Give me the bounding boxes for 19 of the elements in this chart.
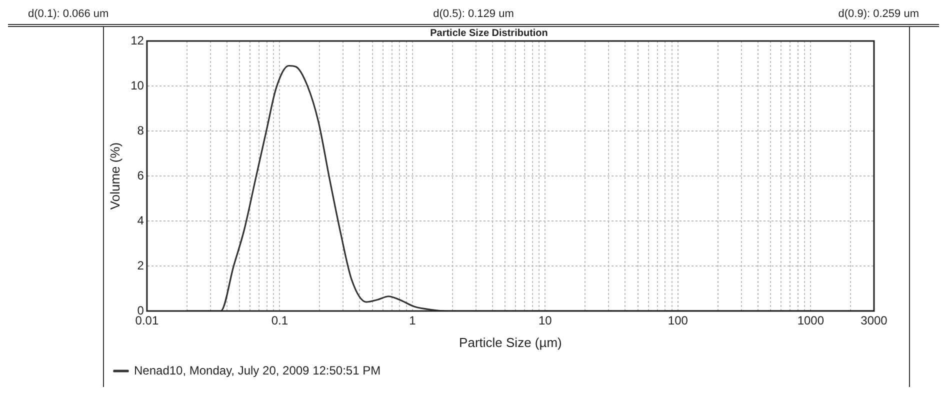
text: d(0.1): 0.066 um bbox=[28, 8, 109, 20]
text: d(0.5): 0.129 um bbox=[433, 8, 514, 20]
chart-title: Particle Size Distribution bbox=[430, 28, 548, 39]
text: d(0.9): 0.259 um bbox=[838, 8, 919, 20]
y-axis-title: Volume (%) bbox=[107, 142, 122, 210]
y-tick-label: 2 bbox=[137, 258, 144, 272]
x-tick-label: 0.1 bbox=[271, 314, 288, 328]
y-tick-label: 10 bbox=[130, 78, 144, 92]
y-tick-label: 6 bbox=[137, 168, 144, 182]
x-tick-label: 100 bbox=[668, 314, 688, 328]
y-tick-label: 12 bbox=[130, 33, 144, 48]
x-tick-label: 3000 bbox=[860, 314, 888, 328]
x-tick-label: 1000 bbox=[797, 314, 824, 328]
y-tick-label: 4 bbox=[137, 213, 144, 228]
x-tick-label: 10 bbox=[538, 314, 552, 328]
y-tick-label: 8 bbox=[137, 123, 144, 138]
x-tick-label: 1 bbox=[409, 314, 416, 328]
x-axis-title: Particle Size (µm) bbox=[459, 334, 562, 350]
legend-label: Nenad10, Monday, July 20, 2009 12:50:51 PM bbox=[134, 363, 381, 378]
